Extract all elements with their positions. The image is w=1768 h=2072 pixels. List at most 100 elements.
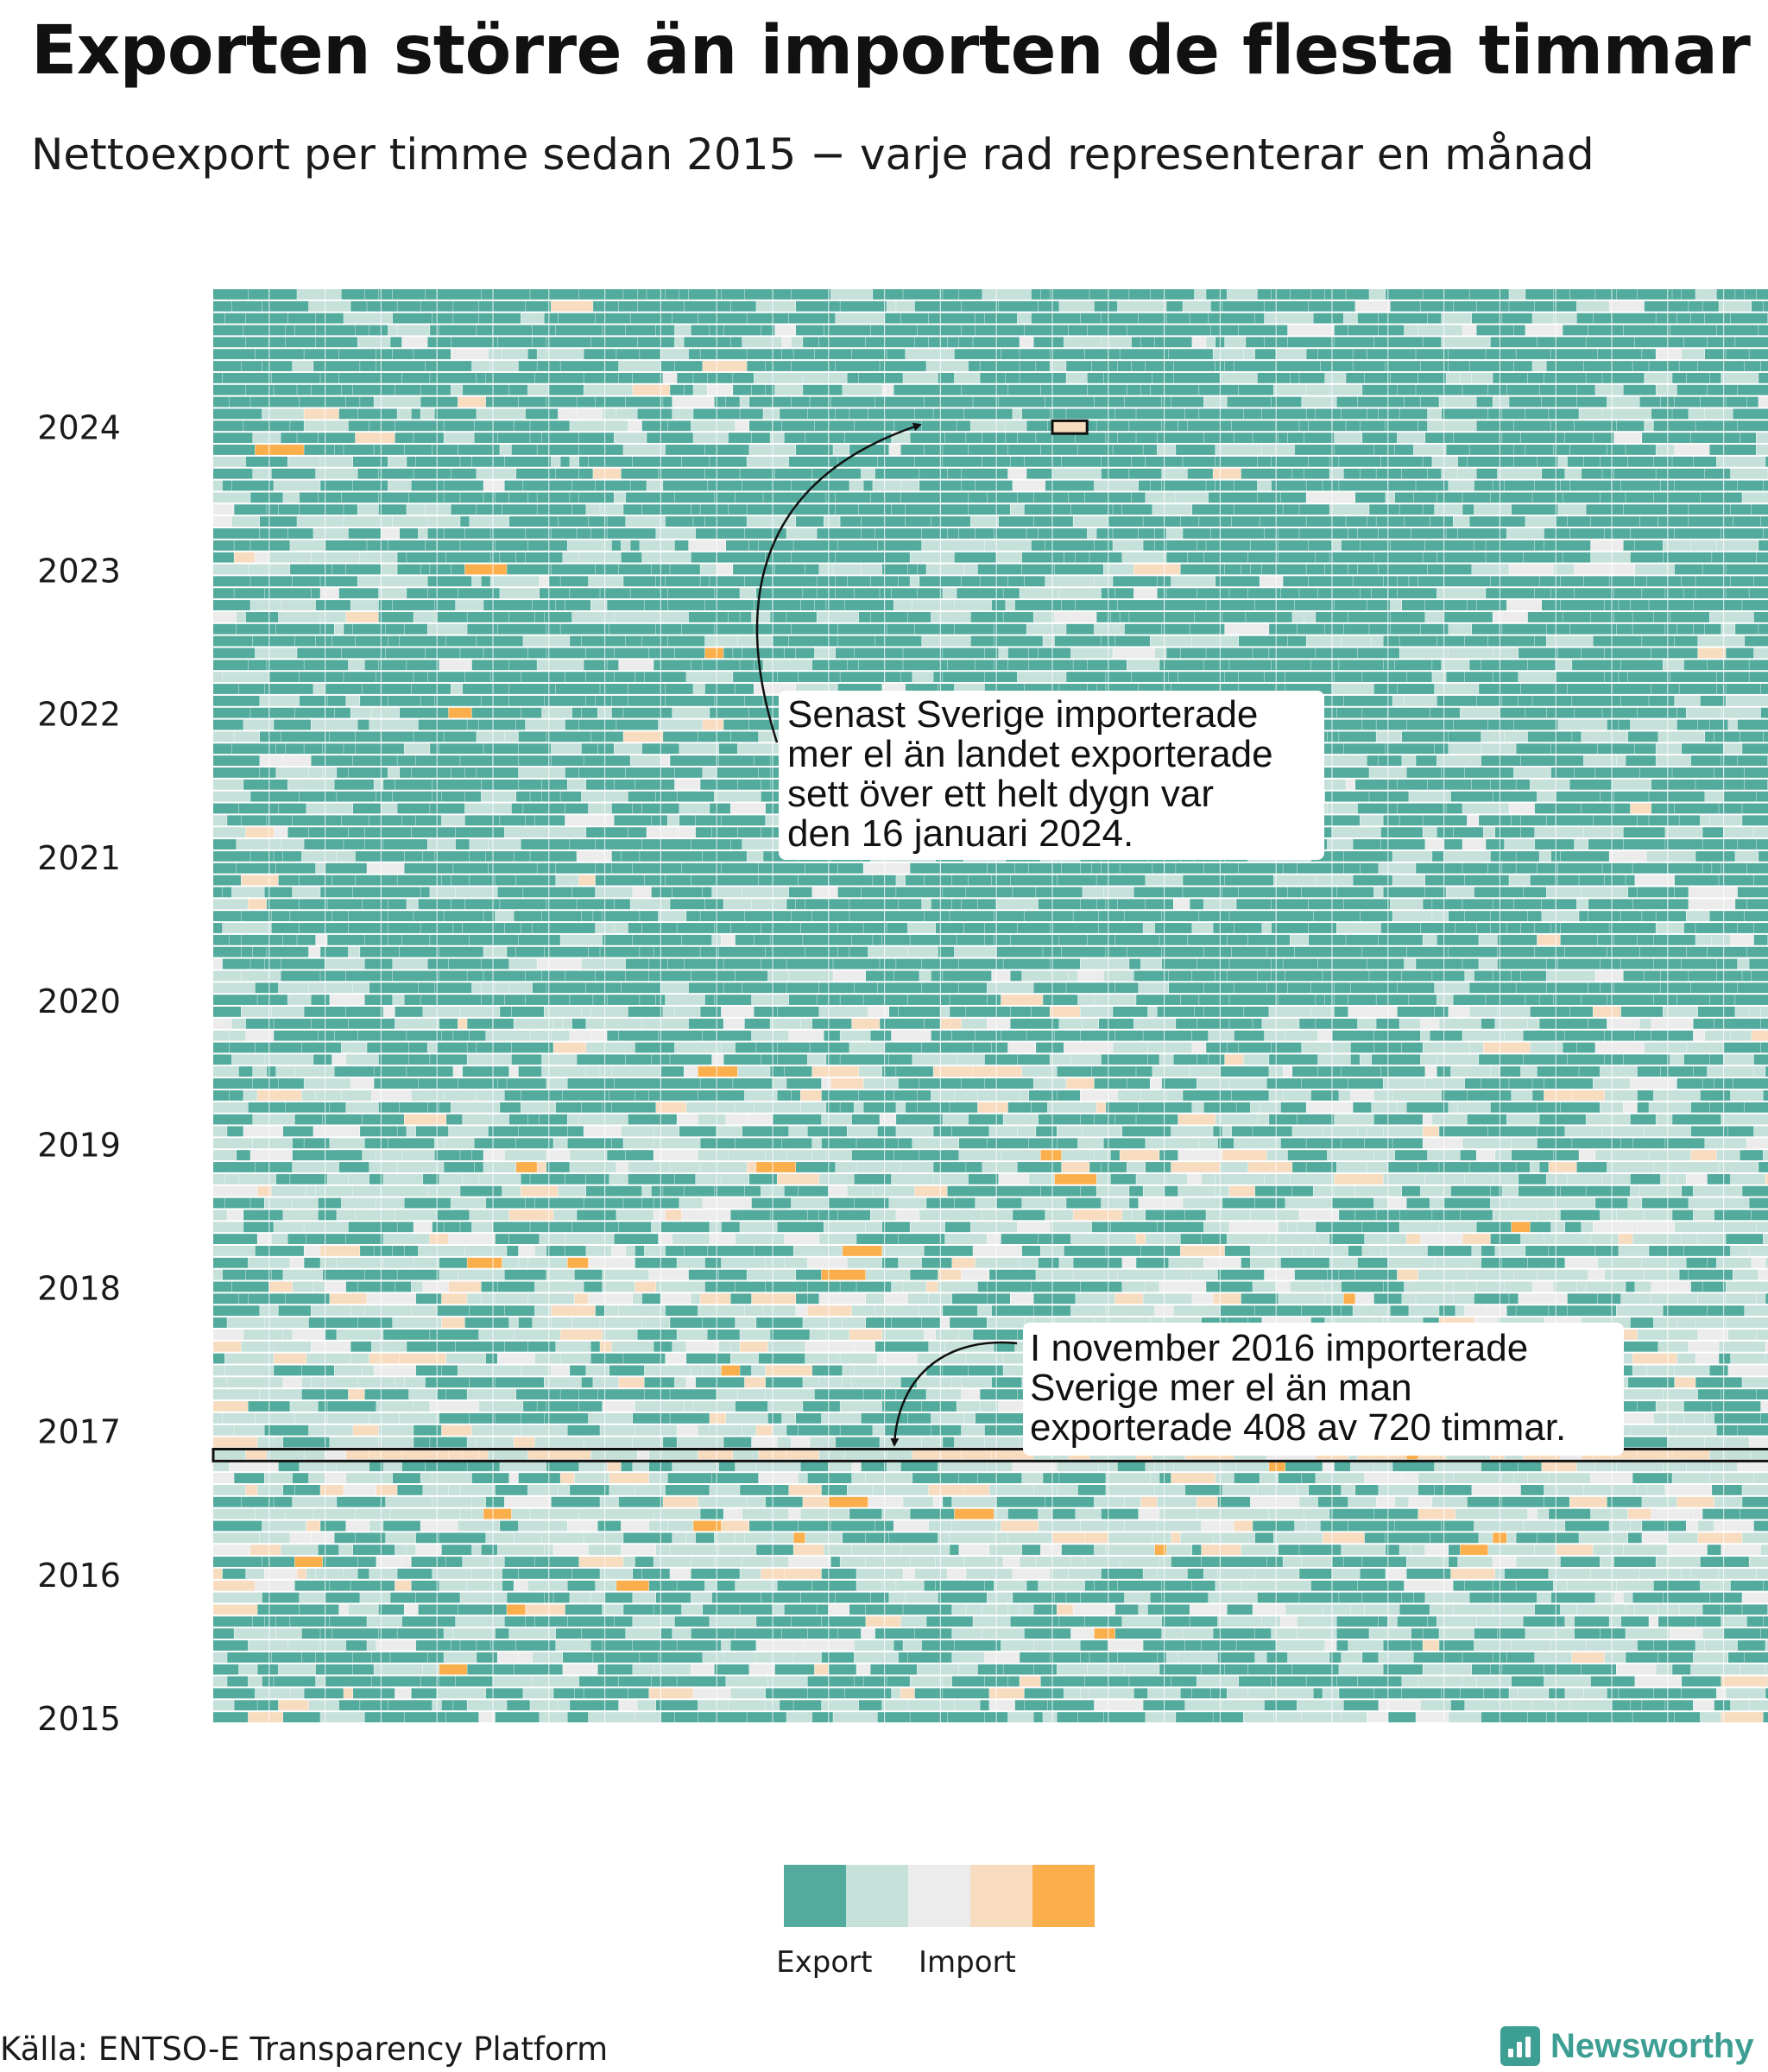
heatmap-cell [1418, 1485, 1435, 1495]
heatmap-cell [1686, 946, 1708, 957]
heatmap-cell [213, 1616, 253, 1627]
heatmap-cell [933, 1496, 943, 1507]
heatmap-cell [1542, 899, 1556, 910]
heatmap-cell [984, 1054, 1018, 1065]
heatmap-cell [1549, 1305, 1568, 1317]
heatmap-cell [1292, 1126, 1323, 1137]
heatmap-cell [714, 1557, 742, 1567]
heatmap-cell [1164, 1246, 1181, 1256]
heatmap-cell [1679, 1604, 1702, 1615]
heatmap-cell [765, 1496, 803, 1507]
heatmap-cell [348, 768, 388, 778]
heatmap-cell [881, 1700, 908, 1711]
heatmap-cell [320, 970, 346, 982]
heatmap-cell [586, 1185, 605, 1197]
heatmap-cell [648, 958, 668, 970]
heatmap-cell [467, 1293, 482, 1304]
heatmap-cell [213, 1461, 230, 1472]
heatmap-cell [1733, 1078, 1768, 1089]
heatmap-cell [1744, 1102, 1768, 1113]
heatmap-cell [1033, 1293, 1076, 1304]
heatmap-cell [807, 1054, 826, 1065]
heatmap-cell [1612, 1700, 1631, 1711]
heatmap-cell [213, 1353, 225, 1364]
heatmap-cell [1057, 1664, 1088, 1675]
heatmap-cell [1663, 1389, 1698, 1400]
heatmap-cell [938, 946, 955, 957]
heatmap-cell [362, 1365, 374, 1376]
heatmap-cell [231, 1281, 269, 1292]
heatmap-cell [1164, 1102, 1192, 1113]
heatmap-cell [881, 1329, 925, 1340]
heatmap-cell [1057, 1126, 1083, 1137]
heatmap-cell [229, 934, 241, 945]
heatmap-cell [614, 1616, 633, 1627]
heatmap-cell [1557, 875, 1579, 886]
heatmap-cell [1616, 1580, 1654, 1591]
heatmap-cell [881, 1389, 896, 1400]
heatmap-cell [1373, 1030, 1421, 1041]
heatmap-cell [663, 1007, 675, 1017]
heatmap-cell [1453, 1604, 1493, 1615]
heatmap-cell [898, 1234, 945, 1244]
heatmap-cell [1216, 970, 1228, 982]
heatmap-cell [1070, 1234, 1108, 1244]
heatmap-cell [811, 1712, 833, 1722]
heatmap-cell [1626, 1281, 1635, 1292]
heatmap-cell [540, 1712, 567, 1722]
heatmap-cell [754, 1102, 800, 1113]
heatmap-cell [765, 1688, 808, 1699]
heatmap-cell [1122, 1257, 1136, 1268]
heatmap-cell [651, 1676, 677, 1687]
heatmap-cell [313, 1281, 325, 1292]
heatmap-cell [213, 958, 223, 970]
heatmap-cell [395, 1688, 412, 1699]
heatmap-cell [411, 768, 451, 778]
heatmap-cell [1229, 1018, 1253, 1029]
heatmap-cell [213, 803, 239, 814]
heatmap-cell [488, 1449, 528, 1460]
heatmap-cell [376, 1640, 416, 1651]
heatmap-cell [1690, 1150, 1717, 1161]
heatmap-cell [434, 1138, 444, 1149]
heatmap-cell [1439, 1162, 1469, 1172]
heatmap-cell [555, 1341, 590, 1352]
heatmap-row [213, 1712, 1768, 1722]
heatmap-cell [700, 779, 738, 790]
heatmap-cell [711, 1054, 723, 1065]
heatmap-cell [241, 946, 253, 957]
heatmap-cell [849, 1508, 882, 1519]
heatmap-cell [679, 743, 719, 755]
heatmap-cell [1723, 1628, 1761, 1639]
heatmap-cell [1453, 1580, 1465, 1591]
heatmap-cell [381, 803, 397, 814]
heatmap-cell [1383, 887, 1425, 898]
heatmap-cell [1474, 1293, 1509, 1304]
heatmap-cell [1299, 1545, 1342, 1556]
heatmap-cell [1740, 1664, 1765, 1675]
heatmap-cell [521, 1424, 567, 1436]
heatmap-cell [1572, 1138, 1621, 1149]
heatmap-cell [951, 899, 962, 910]
heatmap-cell [1229, 911, 1276, 922]
heatmap-cell [1187, 1173, 1202, 1184]
heatmap-cell [919, 1210, 940, 1221]
heatmap-cell [213, 1424, 234, 1436]
heatmap-cell [388, 1138, 435, 1149]
heatmap-cell [581, 1102, 603, 1113]
heatmap-cell [1309, 934, 1346, 945]
heatmap-cell [360, 1126, 397, 1137]
heatmap-cell [287, 1640, 320, 1651]
heatmap-cell [325, 1281, 346, 1292]
heatmap-cell [881, 1580, 896, 1591]
heatmap-cell [1269, 1461, 1285, 1472]
heatmap-cell [1500, 1066, 1521, 1077]
heatmap-cell [604, 1305, 619, 1317]
heatmap-row [213, 1473, 1768, 1483]
heatmap-cell [1316, 875, 1353, 886]
heatmap-cell [1726, 1293, 1756, 1304]
heatmap-cell [1176, 1018, 1197, 1029]
heatmap-cell [810, 1437, 836, 1448]
heatmap-cell [1339, 1688, 1374, 1699]
heatmap-cell [623, 1138, 654, 1149]
